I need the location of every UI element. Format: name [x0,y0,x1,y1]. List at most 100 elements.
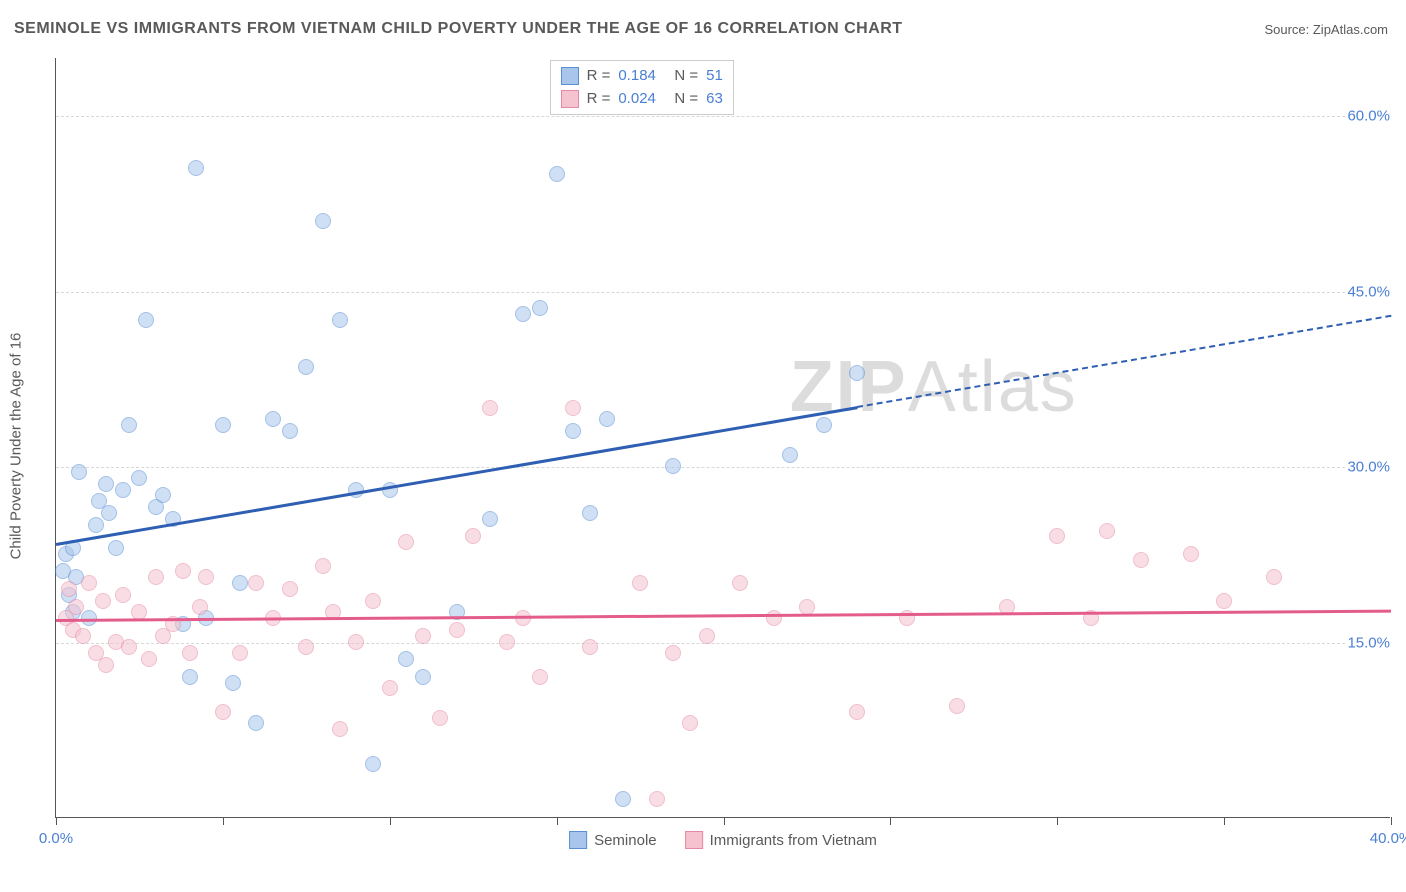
scatter-point [649,791,665,807]
scatter-point [232,575,248,591]
scatter-point [75,628,91,644]
legend: Seminole Immigrants from Vietnam [569,831,877,849]
scatter-point [465,528,481,544]
scatter-point [799,599,815,615]
scatter-point [68,599,84,615]
gridline [56,643,1390,644]
scatter-point [198,569,214,585]
scatter-point [95,593,111,609]
legend-swatch [685,831,703,849]
legend-label: Seminole [594,832,657,849]
scatter-point [782,447,798,463]
scatter-point [192,599,208,615]
x-tick [56,817,57,825]
legend-item: Immigrants from Vietnam [685,831,877,849]
scatter-point [248,715,264,731]
scatter-point [98,657,114,673]
scatter-point [108,540,124,556]
scatter-point [365,593,381,609]
scatter-point [61,581,77,597]
x-tick [557,817,558,825]
plot-area: ZIPAtlas R =0.184N =51R =0.024N =63 Semi… [55,58,1390,818]
scatter-point [482,511,498,527]
scatter-point [182,645,198,661]
chart-container: SEMINOLE VS IMMIGRANTS FROM VIETNAM CHIL… [0,0,1406,892]
stats-swatch [561,67,579,85]
stats-n-value: 51 [706,65,723,88]
x-tick [1057,817,1058,825]
scatter-point [175,563,191,579]
scatter-point [732,575,748,591]
stats-swatch [561,90,579,108]
scatter-point [1133,552,1149,568]
scatter-point [248,575,264,591]
scatter-point [515,306,531,322]
scatter-point [1183,546,1199,562]
legend-item: Seminole [569,831,657,849]
scatter-point [582,505,598,521]
scatter-point [532,669,548,685]
scatter-point [188,160,204,176]
y-tick-label: 60.0% [1345,108,1392,125]
scatter-point [398,534,414,550]
scatter-point [121,639,137,655]
scatter-point [115,482,131,498]
stats-row: R = 0.184 N = 51 [561,65,723,88]
scatter-point [265,411,281,427]
stats-r-value: 0.184 [618,65,666,88]
scatter-point [101,505,117,521]
scatter-point [1099,523,1115,539]
scatter-point [1216,593,1232,609]
scatter-point [415,669,431,685]
gridline [56,467,1390,468]
scatter-point [71,464,87,480]
scatter-point [98,476,114,492]
scatter-point [348,634,364,650]
scatter-point [138,312,154,328]
scatter-point [81,575,97,591]
scatter-point [115,587,131,603]
scatter-point [121,417,137,433]
scatter-point [766,610,782,626]
scatter-point [282,423,298,439]
stats-n-label: N = [674,65,698,88]
scatter-point [315,558,331,574]
scatter-point [332,721,348,737]
stats-r-label: R = [587,88,611,111]
scatter-point [155,487,171,503]
scatter-point [549,166,565,182]
x-tick [890,817,891,825]
scatter-point [632,575,648,591]
trend-line-solid [56,610,1391,622]
scatter-point [332,312,348,328]
legend-swatch [569,831,587,849]
scatter-point [225,675,241,691]
stats-r-label: R = [587,65,611,88]
watermark: ZIPAtlas [790,346,1078,428]
scatter-point [1049,528,1065,544]
scatter-point [665,645,681,661]
scatter-point [365,756,381,772]
scatter-point [88,517,104,533]
trend-line-dashed [857,315,1391,408]
scatter-point [315,213,331,229]
scatter-point [298,639,314,655]
scatter-point [215,704,231,720]
stats-r-value: 0.024 [618,88,666,111]
scatter-point [282,581,298,597]
scatter-point [582,639,598,655]
scatter-point [148,569,164,585]
scatter-point [532,300,548,316]
scatter-point [682,715,698,731]
scatter-point [565,400,581,416]
scatter-point [599,411,615,427]
scatter-point [182,669,198,685]
chart-title: SEMINOLE VS IMMIGRANTS FROM VIETNAM CHIL… [14,20,903,38]
correlation-stats-box: R =0.184N =51R =0.024N =63 [550,60,734,115]
stats-n-label: N = [674,88,698,111]
scatter-point [415,628,431,644]
watermark-light: Atlas [908,347,1078,427]
scatter-point [1266,569,1282,585]
trend-line-solid [56,406,857,545]
gridline [56,292,1390,293]
